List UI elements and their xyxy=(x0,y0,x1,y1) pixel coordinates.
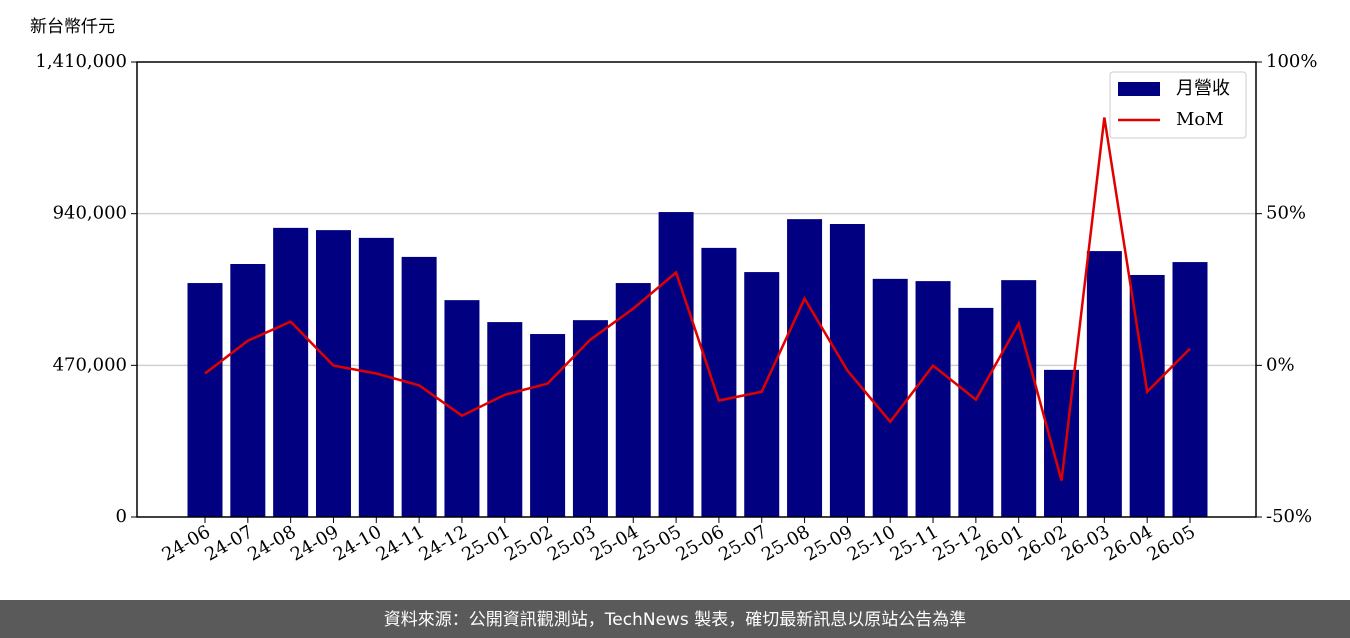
x-tick-label: 24-06 xyxy=(159,521,214,565)
x-tick-label: 24-10 xyxy=(330,521,385,565)
x-tick-label: 24-12 xyxy=(416,521,471,565)
source-note: 資料來源：公開資訊觀測站，TechNews 製表，確切最新訊息以原站公告為準 xyxy=(384,610,966,630)
x-tick-label: 25-08 xyxy=(758,521,813,565)
bar xyxy=(401,256,437,517)
x-tick-label: 25-07 xyxy=(715,521,770,565)
y-tick-label: 470,000 xyxy=(53,354,127,375)
bar xyxy=(658,212,694,517)
bar xyxy=(915,281,951,517)
footer xyxy=(0,600,1350,638)
x-tick-label: 25-12 xyxy=(929,521,984,565)
x-tick-label: 25-11 xyxy=(887,521,942,565)
bar xyxy=(530,334,566,517)
legend-swatch xyxy=(1118,82,1160,96)
bar xyxy=(615,283,651,517)
x-tick-label: 25-10 xyxy=(844,521,899,565)
x-tick-label: 25-05 xyxy=(630,521,685,565)
x-tick-label: 26-04 xyxy=(1101,521,1156,565)
y2-tick-label: -50% xyxy=(1266,506,1312,527)
y2-tick-label: 50% xyxy=(1266,203,1306,224)
bar xyxy=(958,307,994,517)
y-tick-label: 1,410,000 xyxy=(35,51,127,72)
bar xyxy=(701,247,737,517)
bar xyxy=(187,283,223,517)
y-tick-label: 0 xyxy=(116,506,127,527)
bar xyxy=(315,230,351,517)
x-tick-label: 26-05 xyxy=(1144,521,1199,565)
x-tick-label: 25-09 xyxy=(801,521,856,565)
x-tick-label: 24-11 xyxy=(373,521,428,565)
y2-tick-label: 100% xyxy=(1266,51,1317,72)
x-tick-label: 25-03 xyxy=(544,521,599,565)
bar xyxy=(1001,280,1037,517)
x-tick-label: 24-09 xyxy=(287,521,342,565)
bar xyxy=(273,227,309,518)
legend-label: 月營收 xyxy=(1176,78,1230,99)
bar xyxy=(230,264,266,517)
x-tick-label: 26-03 xyxy=(1058,521,1113,565)
bar xyxy=(1044,369,1080,517)
bar xyxy=(1086,251,1122,517)
x-tick-label: 26-01 xyxy=(972,521,1027,565)
bar xyxy=(787,219,823,518)
y-tick-label: 940,000 xyxy=(53,203,127,224)
x-tick-label: 25-06 xyxy=(672,521,727,565)
y2-tick-label: 0% xyxy=(1266,354,1295,375)
x-tick-label: 25-04 xyxy=(587,521,642,565)
bar xyxy=(487,322,523,517)
x-tick-label: 26-02 xyxy=(1015,521,1070,565)
line xyxy=(204,117,1191,481)
legend-label: MoM xyxy=(1176,109,1224,130)
x-tick-label: 24-08 xyxy=(244,521,299,565)
bar xyxy=(872,278,908,517)
x-tick-label: 24-07 xyxy=(201,521,256,565)
plot-frame xyxy=(136,61,1257,518)
bar xyxy=(572,320,608,517)
x-tick-label: 25-02 xyxy=(501,521,556,565)
x-tick-label: 25-01 xyxy=(458,521,513,565)
bar xyxy=(1172,262,1208,517)
y-axis-label: 新台幣仟元 xyxy=(30,17,115,37)
